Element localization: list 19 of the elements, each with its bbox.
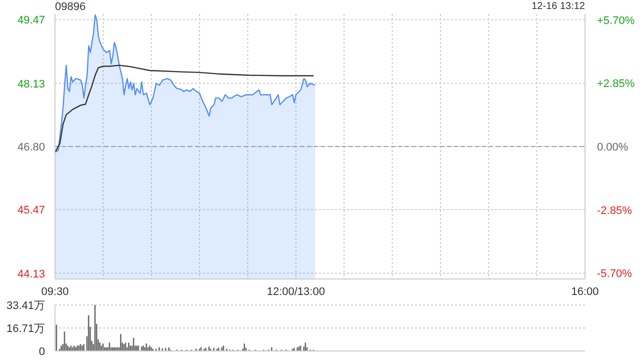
y2-tick-label: -5.70% [597,268,632,280]
y2-tick-label: -2.85% [597,204,632,217]
y-tick-label: 48.13 [17,78,45,90]
x-tick-label: 09:30 [41,286,69,298]
y-tick-label: 33.41万 [6,300,45,312]
y2-tick-label: +2.85% [597,78,635,90]
x-tick-label: 12:00/13:00 [266,286,325,298]
line-series [55,64,314,153]
y2-tick-label: +5.70% [597,14,635,27]
y-tick-label: 44.13 [17,268,45,280]
y-tick-label: 0 [38,346,45,358]
x-tick-label: 16:00 [571,286,599,298]
y-tick-label: 45.47 [17,204,45,217]
y-tick-label: 49.47 [17,14,45,27]
y2-tick-label: 0.00% [597,142,628,154]
y-tick-label: 46.80 [17,142,45,154]
chart-title: 09896 [55,1,86,13]
y-tick-label: 16.71万 [6,322,45,335]
text: 12-16 13:12 [532,1,585,12]
